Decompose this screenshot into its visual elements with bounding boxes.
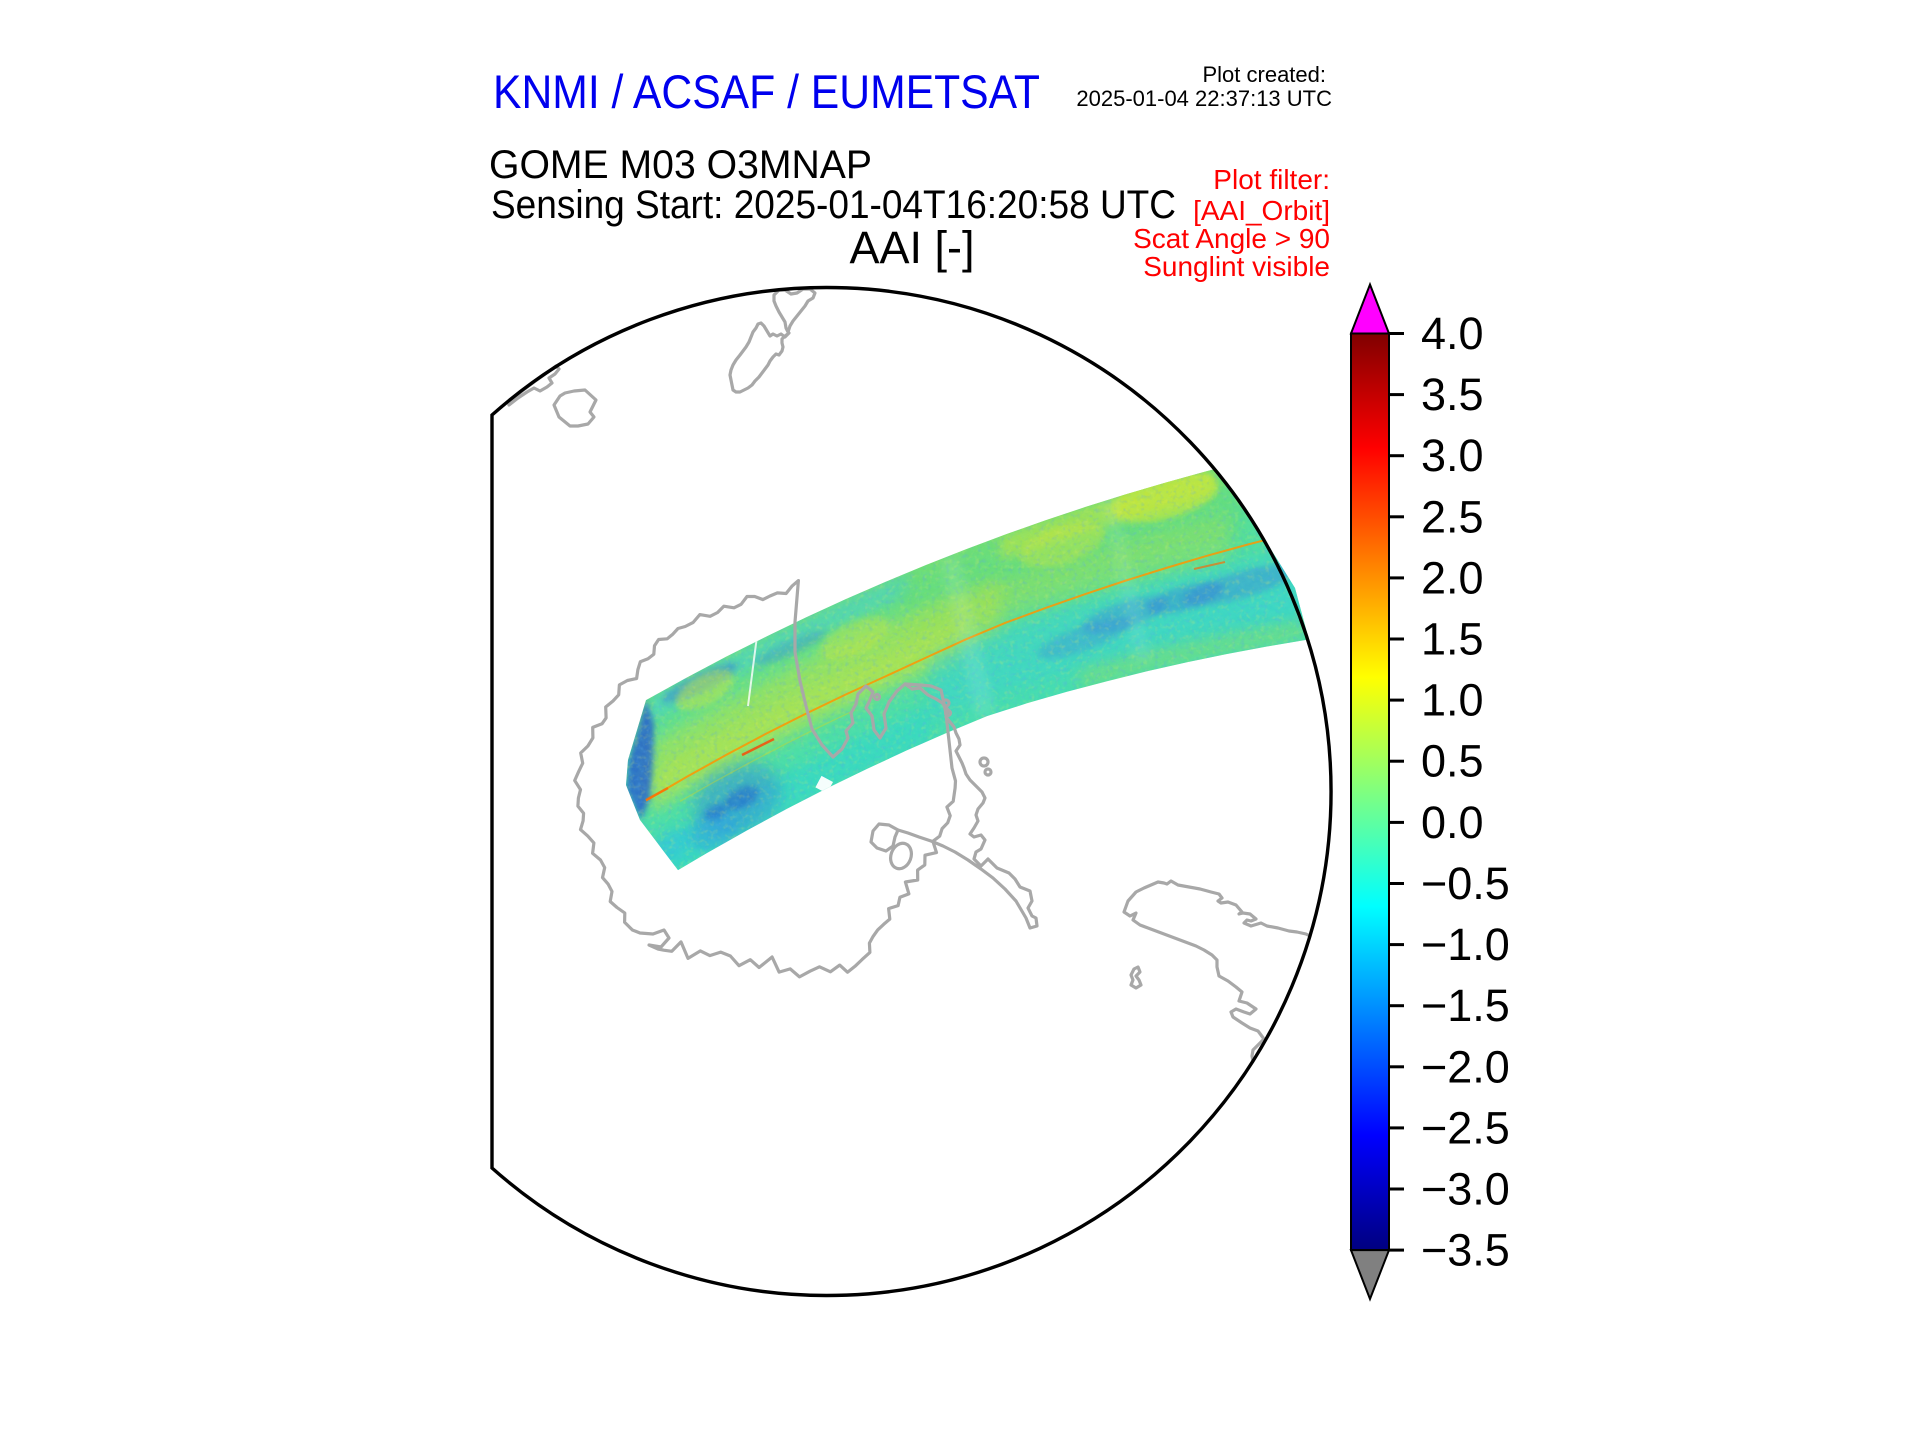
- svg-text:GOME M03 O3MNAP: GOME M03 O3MNAP: [489, 143, 872, 187]
- svg-text:2.0: 2.0: [1421, 552, 1484, 603]
- svg-text:3.5: 3.5: [1421, 369, 1484, 420]
- svg-text:3.0: 3.0: [1421, 430, 1484, 481]
- svg-text:Plot created:: Plot created:: [1202, 62, 1326, 87]
- svg-text:0.5: 0.5: [1421, 736, 1484, 787]
- svg-text:1.0: 1.0: [1421, 675, 1484, 726]
- svg-text:4.0: 4.0: [1421, 308, 1484, 359]
- svg-text:−1.5: −1.5: [1421, 980, 1510, 1031]
- svg-text:−2.0: −2.0: [1421, 1041, 1510, 1092]
- svg-text:Scat Angle > 90: Scat Angle > 90: [1133, 223, 1330, 254]
- svg-text:Sunglint visible: Sunglint visible: [1143, 251, 1330, 282]
- svg-text:2025-01-04 22:37:13 UTC: 2025-01-04 22:37:13 UTC: [1076, 86, 1332, 111]
- svg-text:−1.0: −1.0: [1421, 919, 1510, 970]
- svg-text:2.5: 2.5: [1421, 491, 1484, 542]
- svg-text:AAI [-]: AAI [-]: [849, 222, 974, 273]
- svg-text:KNMI / ACSAF / EUMETSAT: KNMI / ACSAF / EUMETSAT: [493, 65, 1040, 118]
- svg-text:−0.5: −0.5: [1421, 858, 1510, 909]
- svg-text:1.5: 1.5: [1421, 614, 1484, 665]
- svg-text:−3.0: −3.0: [1421, 1164, 1510, 1215]
- svg-text:Sensing Start: 2025-01-04T16:2: Sensing Start: 2025-01-04T16:20:58 UTC: [491, 183, 1176, 227]
- svg-text:Plot filter:: Plot filter:: [1213, 164, 1330, 195]
- svg-text:0.0: 0.0: [1421, 797, 1484, 848]
- svg-text:[AAI_Orbit]: [AAI_Orbit]: [1193, 195, 1330, 226]
- svg-text:−2.5: −2.5: [1421, 1102, 1510, 1153]
- svg-text:−3.5: −3.5: [1421, 1225, 1510, 1276]
